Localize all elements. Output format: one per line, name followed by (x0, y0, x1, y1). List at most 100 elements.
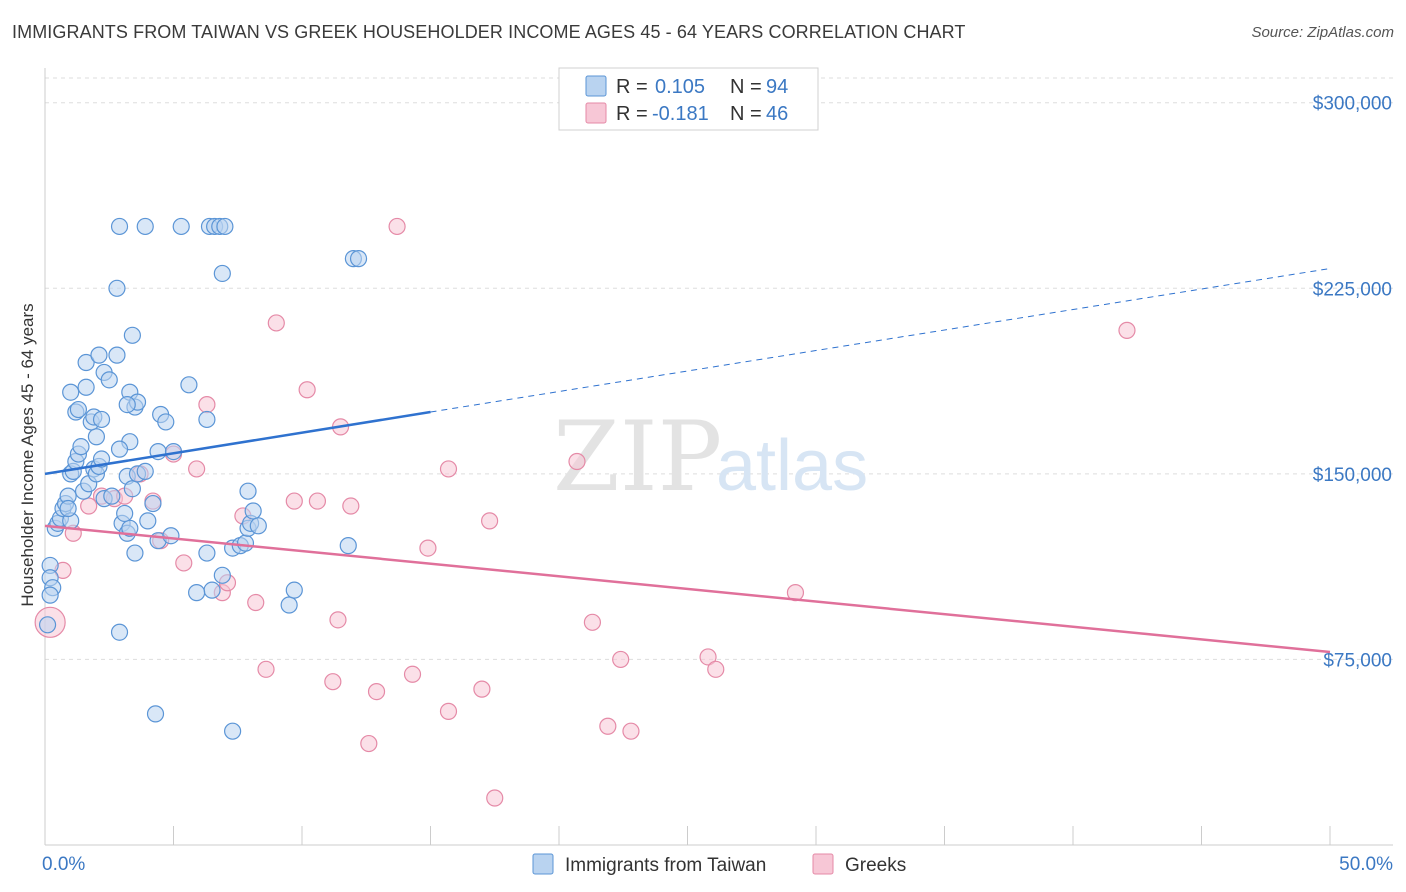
greek-point (247, 593, 265, 612)
taiwan-point (146, 705, 165, 723)
trend-lines (44, 268, 1331, 654)
legend-n-label-greek: N = (730, 103, 762, 125)
taiwan-point (198, 544, 216, 562)
taiwan-point (126, 544, 144, 562)
greek-point (285, 492, 303, 510)
taiwan-point (77, 353, 95, 372)
taiwan-point (100, 371, 118, 389)
taiwan-point (172, 217, 190, 236)
taiwan-point (123, 480, 141, 498)
greek-point (707, 660, 725, 678)
greek-point (308, 492, 327, 510)
taiwan-point (349, 250, 368, 268)
y-tick-label: $75,000 (1323, 650, 1392, 671)
taiwan-point (224, 722, 242, 740)
correlation-legend: R = 0.105 N = 94 R = -0.181 N = 46 (558, 67, 819, 131)
greek-point (622, 722, 640, 740)
taiwan-point (162, 527, 180, 545)
greek-point (486, 789, 504, 807)
y-axis-title: Householder Income Ages 45 - 64 years (18, 303, 37, 606)
taiwan-point (72, 438, 90, 456)
greek-point (1118, 321, 1136, 339)
greek-point (360, 734, 378, 753)
taiwan-point (213, 264, 231, 283)
x-tick-label-max: 50.0% (1339, 854, 1393, 875)
greek-trend-line (44, 524, 1331, 654)
taiwan-point (38, 616, 57, 634)
legend-r-label-taiwan: R = (616, 76, 648, 98)
chart-title: IMMIGRANTS FROM TAIWAN VS GREEK HOUSEHOL… (12, 22, 966, 42)
greek-point (342, 497, 360, 515)
taiwan-point (157, 413, 175, 431)
taiwan-point (118, 395, 136, 414)
taiwan-point (87, 428, 106, 446)
legend-r-value-greek: -0.181 (652, 103, 709, 125)
taiwan-point (136, 217, 154, 236)
series-legend: Immigrants from Taiwan Greeks (532, 853, 906, 876)
taiwan-point (198, 410, 216, 429)
legend-r-value-taiwan: 0.105 (655, 76, 705, 98)
chart-source: Source: ZipAtlas.com (1251, 24, 1394, 41)
bottom-legend-label-greek: Greeks (845, 855, 906, 876)
legend-n-value-taiwan: 94 (766, 76, 788, 98)
greek-point (329, 611, 347, 629)
taiwan-point (188, 584, 206, 602)
taiwan-point (280, 596, 298, 614)
watermark-atlas: atlas (716, 426, 868, 506)
greek-point (583, 613, 602, 631)
greek-point (568, 452, 586, 471)
taiwan-point (249, 517, 267, 535)
taiwan-trend-line (44, 410, 431, 476)
taiwan-point (339, 537, 357, 555)
greek-points (34, 217, 1136, 807)
taiwan-point (144, 494, 162, 513)
grid-layer (45, 77, 1393, 660)
taiwan-point (139, 512, 157, 530)
bottom-legend-swatch-greek (812, 853, 834, 875)
legend-n-label-taiwan: N = (730, 76, 762, 98)
greek-point (403, 665, 422, 683)
taiwan-point (103, 487, 121, 505)
taiwan-point (203, 581, 221, 599)
taiwan-point (41, 586, 59, 604)
greek-point (188, 460, 206, 478)
taiwan-point (110, 440, 129, 458)
taiwan-point (59, 499, 77, 518)
x-tick-label-min: 0.0% (42, 854, 85, 875)
taiwan-point (108, 346, 126, 364)
y-tick-label: $225,000 (1313, 279, 1392, 300)
axes-layer: $75,000 $150,000 $225,000 $300,000 0.0% 50.0% (42, 68, 1393, 875)
taiwan-point (77, 378, 95, 396)
legend-r-label-greek: R = (616, 103, 648, 125)
bottom-legend-swatch-taiwan (532, 853, 554, 875)
legend-n-value-greek: 46 (766, 103, 788, 125)
taiwan-point (236, 534, 255, 552)
greek-point (198, 395, 216, 414)
taiwan-point (136, 462, 154, 480)
taiwan-point (92, 410, 111, 429)
greek-point (481, 512, 499, 530)
taiwan-point (90, 346, 108, 364)
taiwan-point (116, 504, 134, 523)
bottom-legend-label-taiwan: Immigrants from Taiwan (565, 855, 766, 876)
watermark: ZIP atlas (553, 401, 868, 513)
legend-swatch-taiwan (585, 75, 607, 97)
greek-point (388, 217, 406, 236)
taiwan-point (285, 581, 303, 599)
taiwan-point (213, 566, 231, 584)
legend-swatch-greek (585, 102, 607, 124)
taiwan-point (216, 217, 234, 236)
taiwan-point (108, 279, 126, 297)
taiwan-point (62, 383, 80, 401)
greek-point (473, 680, 491, 698)
y-tick-label: $150,000 (1313, 465, 1392, 486)
greek-point (612, 650, 630, 669)
greek-point (267, 314, 285, 332)
taiwan-point (69, 400, 88, 419)
greek-point (257, 660, 275, 678)
greek-point (367, 682, 386, 701)
greek-point (419, 539, 437, 557)
taiwan-point (244, 502, 262, 520)
taiwan-points (38, 217, 368, 740)
